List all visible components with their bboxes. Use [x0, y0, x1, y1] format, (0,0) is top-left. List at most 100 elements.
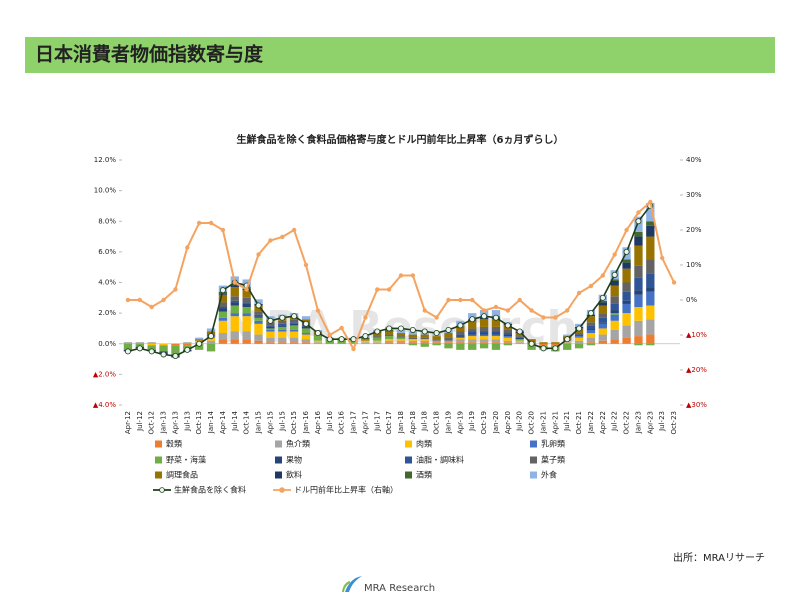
legend-label: ドル円前年比上昇率（右軸）	[294, 485, 398, 495]
y-tick-label: 8.0%	[98, 217, 116, 225]
bar-segment	[242, 307, 251, 314]
legend-swatch	[155, 440, 162, 448]
bar-segment	[135, 343, 144, 347]
line-marker	[268, 238, 273, 243]
x-tick-label: Jul-17	[373, 411, 381, 432]
bar-segment	[646, 259, 655, 274]
legend-label: 油脂・調味料	[416, 455, 464, 465]
bar-segment	[574, 340, 584, 344]
bar-segment	[586, 328, 596, 330]
bar-segment	[230, 287, 239, 297]
bar-segment	[610, 313, 619, 315]
bar-segment	[254, 323, 263, 335]
x-tick-label: Apr-18	[409, 411, 417, 434]
legend-swatch	[405, 456, 412, 464]
bar-segment	[503, 333, 513, 335]
bar-segment	[468, 320, 477, 329]
x-tick-label: Jul-16	[326, 410, 334, 431]
logo: MRA Research	[342, 576, 435, 594]
bar-segment	[396, 336, 406, 338]
bar-segment	[420, 337, 429, 340]
bar-segment	[515, 339, 524, 341]
line-marker	[256, 252, 261, 257]
bar-segment	[254, 340, 263, 344]
line-marker	[362, 333, 369, 340]
bar-segment	[622, 268, 631, 283]
x-tick-label: Jan-23	[634, 411, 642, 434]
bar-segment	[408, 331, 418, 335]
x-tick-label: Apr-14	[219, 410, 227, 434]
x-tick-label: Apr-12	[124, 411, 132, 434]
line-marker	[196, 220, 202, 226]
bar-segment	[254, 314, 263, 317]
legend-swatch	[275, 456, 282, 464]
x-tick-label: Jan-17	[350, 411, 358, 434]
bar-segment	[254, 334, 263, 341]
bar-segment	[491, 333, 501, 335]
x-tick-label: Jul-15	[278, 411, 286, 432]
line-marker	[636, 210, 641, 215]
bar-segment	[313, 342, 323, 344]
bar-segment	[456, 337, 465, 340]
bar-segment	[598, 313, 607, 318]
line-marker	[599, 294, 606, 301]
line-marker	[565, 308, 570, 313]
bar-segment	[384, 340, 394, 343]
logo-text: MRA Research	[364, 583, 435, 594]
bar-segment	[479, 343, 489, 349]
bar-segment	[242, 303, 251, 307]
bar-segment	[586, 329, 596, 334]
bar-segment	[598, 334, 607, 341]
x-tick-label: Jul-19	[468, 411, 476, 432]
bar-segment	[503, 342, 513, 344]
bar-segment	[266, 322, 275, 326]
y-tick-label: 12.0%	[94, 156, 117, 164]
x-tick-label: Apr-19	[456, 411, 464, 434]
bar-segment	[301, 333, 311, 335]
bar-segment	[574, 333, 584, 335]
bar-segment	[634, 216, 643, 232]
line-marker	[433, 330, 440, 337]
bar-segment	[503, 337, 513, 341]
line-marker	[564, 336, 571, 343]
bar-segment	[468, 328, 477, 332]
bar-segment	[646, 319, 655, 335]
bar-segment	[278, 331, 287, 338]
legend-label: 魚介類	[286, 439, 310, 449]
y-tick-label: 2.0%	[98, 309, 116, 317]
legend-label: 飲料	[286, 470, 302, 480]
bar-segment	[551, 343, 560, 346]
bar-segment	[456, 336, 465, 338]
line-marker	[161, 297, 166, 303]
line-marker	[409, 326, 416, 333]
bar-segment	[408, 337, 418, 340]
bar-segment	[468, 333, 477, 335]
bar-segment	[432, 336, 441, 340]
bar-segment	[491, 331, 501, 334]
x-tick-label: Jan-21	[539, 411, 547, 434]
bar-segment	[135, 342, 144, 344]
bar-segment	[242, 316, 251, 332]
title-bar	[25, 37, 775, 73]
line-marker	[422, 308, 427, 313]
x-tick-label: Jan-16	[302, 410, 310, 434]
bar-segment	[598, 322, 607, 324]
bar-segment	[539, 342, 548, 344]
bar-segment	[373, 342, 382, 344]
legend-label: 生鮮食品を除く食料	[174, 485, 246, 495]
bar-segment	[301, 326, 311, 329]
bar-segment	[444, 342, 453, 344]
legend-swatch	[155, 456, 162, 464]
bar-segment	[230, 331, 239, 340]
bar-segment	[479, 319, 489, 327]
x-tick-label: Oct-22	[623, 411, 631, 435]
bar-segment	[206, 340, 216, 344]
y-tick-label: ▲2.0%	[93, 370, 117, 378]
line-marker	[457, 322, 464, 329]
legend-swatch	[155, 471, 162, 479]
bar-segment	[289, 322, 299, 324]
bar-segment	[539, 343, 548, 346]
bar-segment	[610, 320, 619, 330]
x-tick-label: Oct-15	[290, 411, 298, 435]
line-marker	[327, 332, 332, 338]
